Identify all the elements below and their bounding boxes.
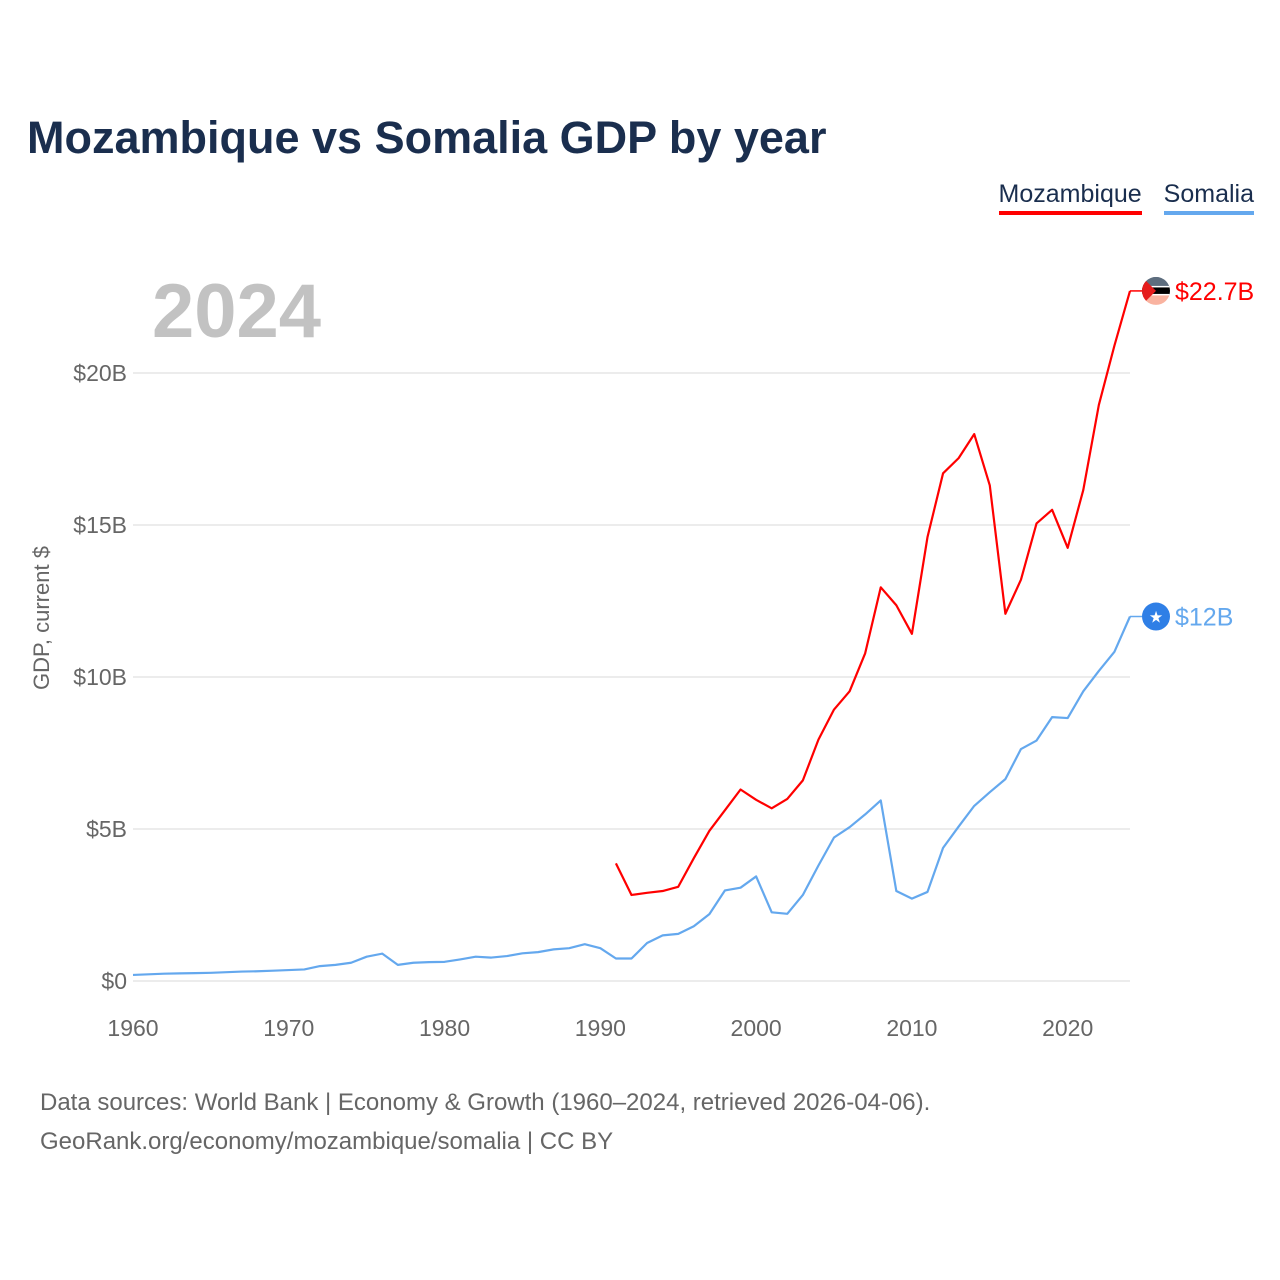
- series-line-somalia: [132, 616, 1132, 977]
- end-value-label-mozambique: $22.7B: [1175, 278, 1254, 306]
- y-tick-label: $5B: [86, 816, 127, 842]
- flag-stripe-bottom: [1142, 295, 1170, 305]
- x-tick-label: 2010: [886, 1015, 937, 1041]
- end-value-label-somalia: $12B: [1175, 604, 1233, 632]
- x-tick-label: 1980: [419, 1015, 470, 1041]
- x-tick-label: 1970: [263, 1015, 314, 1041]
- source-line-2[interactable]: GeoRank.org/economy/mozambique/somalia |…: [40, 1128, 614, 1155]
- source-note: Data sources: World Bank | Economy & Gro…: [40, 1083, 930, 1161]
- source-line-1: Data sources: World Bank | Economy & Gro…: [40, 1089, 931, 1116]
- flag-triangle: [1142, 276, 1156, 305]
- somalia-flag-icon: [1142, 602, 1170, 631]
- flag-star-icon: ★: [1149, 610, 1163, 627]
- y-tick-label: $15B: [73, 512, 127, 538]
- legend: Mozambique Somalia: [998, 180, 1254, 215]
- series-line-mozambique: [614, 290, 1132, 897]
- y-tick-label: $0: [101, 968, 127, 994]
- y-tick-label: $10B: [73, 664, 127, 690]
- legend-item-somalia[interactable]: Somalia: [1163, 180, 1254, 215]
- flag-fimbriation: [1142, 293, 1170, 296]
- flag-stripe-top: [1142, 276, 1170, 287]
- legend-item-mozambique[interactable]: Mozambique: [998, 180, 1142, 215]
- flag-fimbriation: [1142, 285, 1170, 288]
- current-year-label: 2024: [152, 269, 322, 354]
- y-tick-label: $20B: [73, 360, 127, 386]
- x-tick-label: 1990: [575, 1015, 626, 1041]
- chart-title: Mozambique vs Somalia GDP by year: [27, 112, 827, 163]
- x-tick-label: 1960: [107, 1015, 158, 1041]
- x-tick-label: 2000: [731, 1015, 782, 1041]
- x-tick-label: 2020: [1042, 1015, 1093, 1041]
- mozambique-flag-icon: [1142, 276, 1170, 305]
